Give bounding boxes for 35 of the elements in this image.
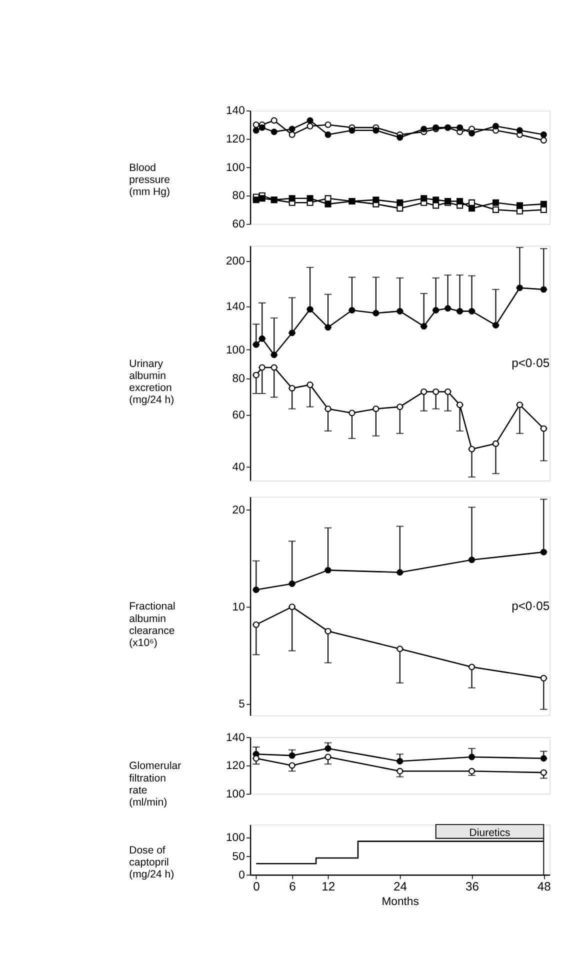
x-tick-label: 6: [289, 880, 296, 894]
y-tick-label: 5: [238, 698, 245, 710]
y-tick-label: 80: [232, 190, 245, 202]
x-tick-label: 48: [537, 880, 552, 894]
y-tick-label: 120: [226, 760, 245, 772]
y-tick-label: 40: [232, 462, 245, 474]
annotation: p<0·05: [512, 599, 550, 614]
x-tick-label: 36: [465, 880, 480, 894]
y-tick-label: 60: [232, 218, 245, 231]
x-axis-title: Months: [382, 896, 420, 908]
y-axis-title: Blood pressure (mm Hg): [129, 162, 170, 198]
y-tick-label: 100: [226, 832, 245, 844]
y-tick-label: 80: [232, 372, 245, 385]
y-tick-label: 50: [232, 850, 245, 863]
y-tick-label: 140: [226, 732, 245, 744]
x-tick-label: 0: [253, 880, 260, 894]
y-tick-label: 20: [232, 504, 245, 517]
y-tick-label: 10: [232, 601, 245, 614]
annotation: p<0·05: [512, 356, 550, 370]
y-axis-title: Dose of captopril (mg/24 h): [129, 844, 174, 881]
y-tick-label: 60: [232, 410, 245, 422]
y-tick-label: 0: [238, 869, 245, 882]
x-tick-label: 12: [322, 880, 336, 894]
y-axis-title: Urinary albumin excretion (mg/24 h): [129, 358, 174, 406]
y-tick-label: 100: [226, 162, 245, 174]
y-tick-label: 100: [226, 344, 245, 356]
band-label: Diuretics: [469, 826, 510, 839]
y-tick-label: 140: [226, 301, 245, 314]
y-axis-title: Fractional albumin clearance (x10⁶): [129, 600, 176, 650]
y-tick-label: 200: [226, 255, 245, 268]
y-tick-label: 140: [226, 105, 245, 118]
x-tick-label: 24: [394, 880, 408, 894]
y-tick-label: 120: [226, 134, 245, 146]
y-axis-title: Glomerular filtration rate (ml/min): [129, 760, 182, 809]
y-tick-label: 100: [226, 788, 245, 800]
